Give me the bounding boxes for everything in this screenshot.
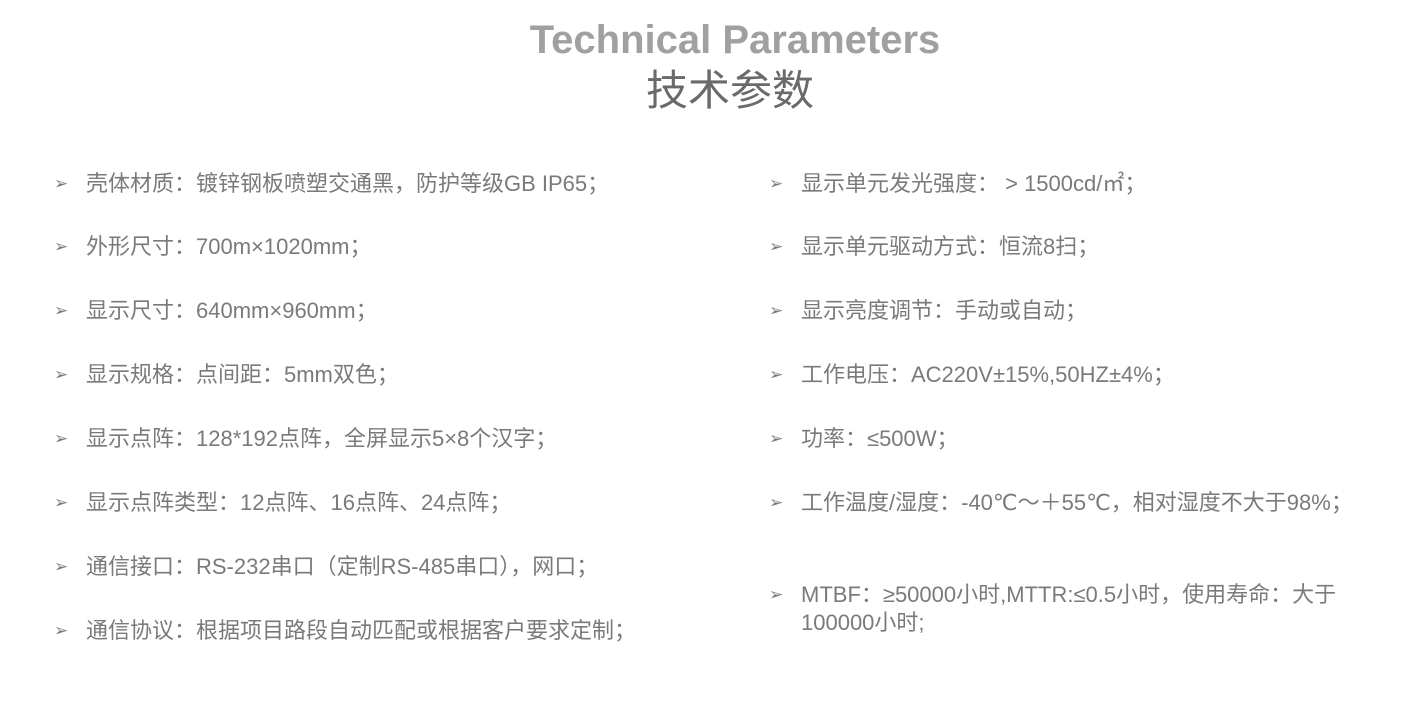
arrowhead-bullet-icon: ➢	[769, 237, 784, 256]
arrowhead-bullet-icon: ➢	[54, 365, 69, 384]
list-item: ➢ 工作电压：AC220V±15%,50HZ±4%；	[769, 362, 1175, 387]
arrowhead-bullet-icon: ➢	[769, 174, 784, 193]
list-item: ➢ 显示尺寸：640mm×960mm；	[54, 298, 378, 323]
title-en: Technical Parameters	[529, 18, 941, 62]
list-item: ➢ 工作温度/湿度：-40℃～＋55℃，相对湿度不大于98%；	[769, 490, 1353, 515]
list-item: ➢ 功率：≤500W；	[769, 426, 959, 451]
list-item: ➢ 通信接口：RS-232串口（定制RS-485串口），网口；	[54, 554, 599, 579]
arrowhead-bullet-icon: ➢	[54, 557, 69, 576]
arrowhead-bullet-icon: ➢	[54, 493, 69, 512]
list-item: ➢ 显示规格：点间距：5mm双色；	[54, 362, 399, 387]
arrowhead-bullet-icon: ➢	[769, 301, 784, 320]
arrowhead-bullet-icon: ➢	[54, 429, 69, 448]
list-item: ➢ 显示亮度调节：手动或自动；	[769, 298, 1088, 323]
list-item: ➢ 通信协议：根据项目路段自动匹配或根据客户要求定制；	[54, 618, 637, 643]
list-item: ➢ 显示单元驱动方式：恒流8扫；	[769, 234, 1100, 259]
arrowhead-bullet-icon: ➢	[54, 621, 69, 640]
arrowhead-bullet-icon: ➢	[54, 237, 69, 256]
arrowhead-bullet-icon: ➢	[769, 365, 784, 384]
arrowhead-bullet-icon: ➢	[54, 301, 69, 320]
list-item: ➢ MTBF：≥50000小时,MTTR:≤0.5小时，使用寿命：大于100000…	[769, 582, 1337, 635]
arrowhead-bullet-icon: ➢	[769, 585, 784, 604]
list-item: ➢ 外形尺寸：700m×1020mm；	[54, 234, 372, 259]
title-cn: 技术参数	[645, 66, 814, 115]
list-item: ➢ 显示点阵类型：12点阵、16点阵、24点阵；	[54, 490, 512, 515]
arrowhead-bullet-icon: ➢	[54, 174, 69, 193]
arrowhead-bullet-icon: ➢	[769, 493, 784, 512]
list-item: ➢ 壳体材质：镀锌钢板喷塑交通黑，防护等级GB IP65；	[54, 171, 610, 196]
list-item: ➢ 显示单元发光强度： > 1500cd/㎡；	[769, 171, 1147, 196]
list-item: ➢ 显示点阵：128*192点阵，全屏显示5×8个汉字；	[54, 426, 558, 451]
arrowhead-bullet-icon: ➢	[769, 429, 784, 448]
